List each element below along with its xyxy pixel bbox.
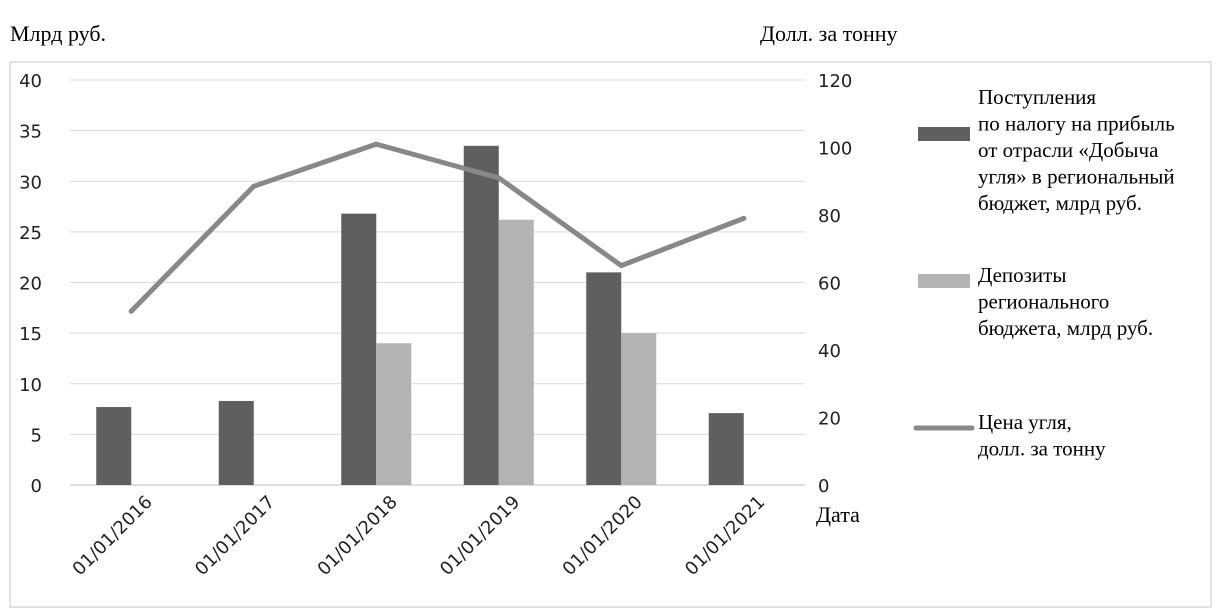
left-tick-label: 20 bbox=[19, 274, 42, 295]
right-tick-label: 40 bbox=[818, 341, 841, 362]
series-line bbox=[128, 141, 747, 314]
legend-swatch bbox=[918, 274, 970, 288]
bar bbox=[341, 213, 377, 485]
gridlines bbox=[70, 79, 805, 486]
right-tick-label: 0 bbox=[818, 476, 829, 497]
line-point bbox=[251, 183, 257, 189]
right-tick-label: 100 bbox=[818, 139, 852, 160]
bar bbox=[218, 400, 254, 485]
left-tick-label: 25 bbox=[19, 223, 42, 244]
price-line bbox=[128, 141, 747, 314]
line-point bbox=[128, 308, 134, 314]
x-tick-label: 01/01/2016 bbox=[69, 492, 157, 580]
legend-label: бюджета, млрд руб. bbox=[978, 316, 1153, 340]
chart-frame bbox=[9, 61, 1212, 608]
bar bbox=[621, 333, 657, 485]
bar bbox=[96, 407, 132, 485]
line-point bbox=[373, 141, 379, 147]
right-tick-label: 20 bbox=[818, 409, 841, 430]
x-axis-ticks: 01/01/2016 01/01/2017 01/01/2018 01/01/2019… bbox=[69, 492, 770, 580]
legend-label: угля» в региональный bbox=[978, 165, 1175, 189]
x-tick-label: 01/01/2019 bbox=[436, 492, 524, 580]
legend-label: долл. за тонну bbox=[978, 437, 1106, 461]
legend-label: Поступления bbox=[978, 85, 1096, 109]
left-tick-label: 10 bbox=[19, 375, 42, 396]
line-point bbox=[741, 215, 747, 221]
line-point bbox=[618, 263, 624, 269]
left-tick-label: 5 bbox=[31, 425, 42, 446]
right-tick-label: 80 bbox=[818, 206, 841, 227]
left-tick-label: 40 bbox=[19, 71, 42, 92]
legend-label: от отрасли «Добыча bbox=[978, 138, 1159, 162]
bars bbox=[96, 145, 744, 485]
right-axis-ticks: 0 20 40 60 80 100 120 bbox=[818, 71, 852, 497]
bar bbox=[463, 145, 499, 485]
line-point bbox=[496, 175, 502, 181]
x-tick-label: 01/01/2020 bbox=[559, 492, 647, 580]
left-tick-label: 15 bbox=[19, 324, 42, 345]
legend-label: Депозиты bbox=[978, 263, 1066, 287]
legend-swatch bbox=[918, 127, 970, 141]
bar bbox=[498, 219, 534, 485]
x-tick-label: 01/01/2018 bbox=[314, 492, 402, 580]
legend-label: Цена угля, bbox=[978, 410, 1072, 434]
left-tick-label: 35 bbox=[19, 122, 42, 143]
bar bbox=[376, 343, 412, 485]
bar bbox=[586, 272, 622, 485]
left-axis-ticks: 0 5 10 15 20 25 30 35 40 bbox=[19, 71, 42, 497]
left-axis-title: Млрд руб. bbox=[10, 21, 106, 46]
right-tick-label: 60 bbox=[818, 274, 841, 295]
left-tick-label: 0 bbox=[31, 476, 42, 497]
legend-label: по налогу на прибыль bbox=[978, 112, 1175, 136]
x-axis-title: Дата bbox=[816, 502, 860, 527]
x-tick-label: 01/01/2017 bbox=[191, 492, 279, 580]
right-tick-label: 120 bbox=[818, 71, 852, 92]
bar bbox=[708, 413, 744, 485]
legend-label: регионального bbox=[978, 290, 1109, 314]
right-axis-title: Долл. за тонну bbox=[760, 21, 898, 46]
left-tick-label: 30 bbox=[19, 172, 42, 193]
legend-label: бюджет, млрд руб. bbox=[978, 191, 1142, 215]
x-tick-label: 01/01/2021 bbox=[681, 492, 769, 580]
